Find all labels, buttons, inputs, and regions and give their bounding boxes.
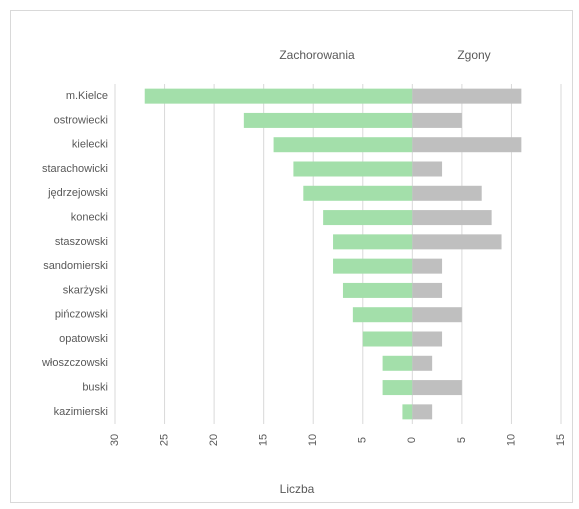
bar [323,210,413,226]
bar [412,161,443,177]
bar [333,258,413,274]
bar [144,88,413,104]
bar [293,161,413,177]
y-tick-label: ostrowiecki [54,114,108,126]
x-tick-label: 10 [307,434,319,446]
bar [412,258,443,274]
bar [412,234,502,250]
bar [412,210,492,226]
bar [412,355,433,371]
bar [412,282,443,298]
bar [412,380,462,396]
bar [412,307,462,323]
series-title: Zachorowania [279,48,355,62]
x-tick-label: 25 [158,434,170,446]
y-tick-label: starachowicki [42,163,108,175]
y-tick-label: skarżyski [63,284,108,296]
x-tick-label: 30 [109,434,121,446]
x-tick-label: 5 [456,437,468,443]
x-tick-label: 15 [258,434,270,446]
bar [412,404,433,420]
y-tick-label: jędrzejowski [47,187,108,199]
y-tick-label: włoszczowski [41,357,108,369]
bar [402,404,413,420]
y-tick-label: konecki [71,211,108,223]
bar [333,234,413,250]
x-axis-label: Liczba [280,482,315,496]
bar [382,380,413,396]
y-tick-label: sandomierski [43,260,108,272]
y-tick-label: opatowski [59,333,108,345]
bar [342,282,413,298]
series-title: Zgony [457,48,490,62]
bar [352,307,413,323]
bar [412,112,462,128]
x-tick-label: 10 [505,434,517,446]
bar [412,331,443,347]
x-tick-label: 5 [357,437,369,443]
y-tick-label: pińczowski [55,309,108,321]
bar [303,185,413,201]
bar [412,137,522,153]
x-tick-label: 15 [555,434,567,446]
y-tick-label: kazimierski [54,406,108,418]
x-tick-label: 0 [406,437,418,443]
bar [243,112,413,128]
y-tick-label: kielecki [72,139,108,151]
bar [412,185,482,201]
chart-frame [10,10,573,503]
bar [273,137,413,153]
y-tick-label: buski [82,381,108,393]
y-tick-label: staszowski [55,236,108,248]
y-tick-label: m.Kielce [66,90,108,102]
bar [362,331,413,347]
bar [382,355,413,371]
bar [412,88,522,104]
x-tick-label: 20 [208,434,220,446]
